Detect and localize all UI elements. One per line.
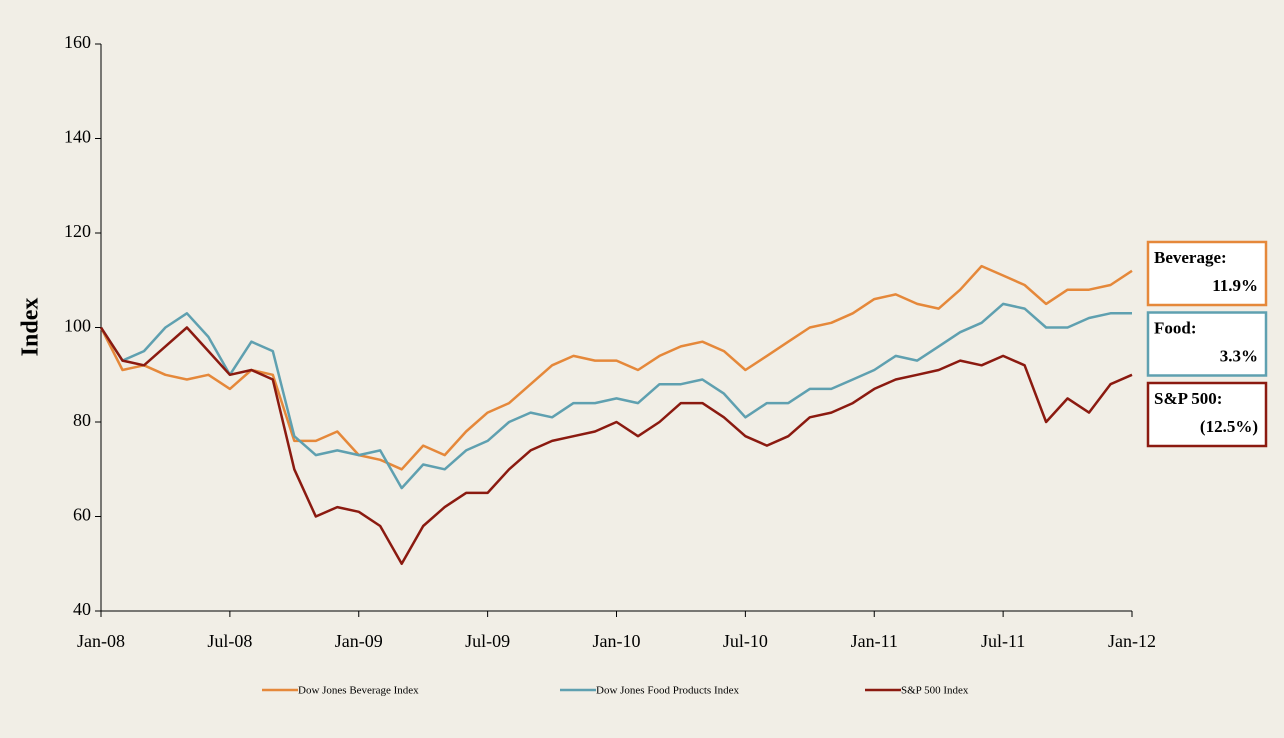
x-tick-label: Jul-11: [981, 631, 1025, 651]
series-line: [99, 326, 1133, 566]
series-line: [99, 264, 1133, 471]
annotation-title: Food:: [1154, 318, 1197, 337]
annotation-box: [1146, 311, 1268, 377]
x-tick-label: Jan-12: [1108, 631, 1156, 651]
annotation-title: Beverage:: [1154, 248, 1227, 267]
y-tick-label: 60: [73, 505, 91, 525]
legend-label: S&P 500 Index: [901, 685, 969, 697]
x-tick-label: Jan-09: [335, 631, 383, 651]
x-tick-label: Jul-09: [465, 631, 510, 651]
y-tick-label: 140: [64, 127, 91, 147]
x-tick-label: Jul-08: [207, 631, 252, 651]
legend-label: Dow Jones Food Products Index: [596, 685, 739, 697]
y-tick-label: 160: [64, 32, 91, 52]
annotation-value: 11.9%: [1212, 276, 1258, 295]
series-line: [99, 302, 1132, 490]
x-tick-label: Jan-08: [77, 631, 125, 651]
annotation-box: [1146, 240, 1268, 307]
y-tick-label: 120: [64, 221, 91, 241]
annotation-title: S&P 500:: [1154, 389, 1222, 408]
x-tick-label: Jul-10: [723, 631, 768, 651]
y-axis-label: Index: [18, 298, 44, 357]
y-tick-label: 40: [73, 599, 91, 619]
x-tick-label: Jan-10: [593, 631, 641, 651]
annotation-value: (12.5%): [1200, 417, 1258, 436]
legend-label: Dow Jones Beverage Index: [298, 685, 419, 697]
y-tick-label: 100: [64, 316, 91, 336]
annotation-value: 3.3%: [1220, 346, 1258, 365]
annotation-box: [1146, 381, 1268, 448]
y-tick-label: 80: [73, 410, 91, 430]
x-tick-label: Jan-11: [851, 631, 898, 651]
